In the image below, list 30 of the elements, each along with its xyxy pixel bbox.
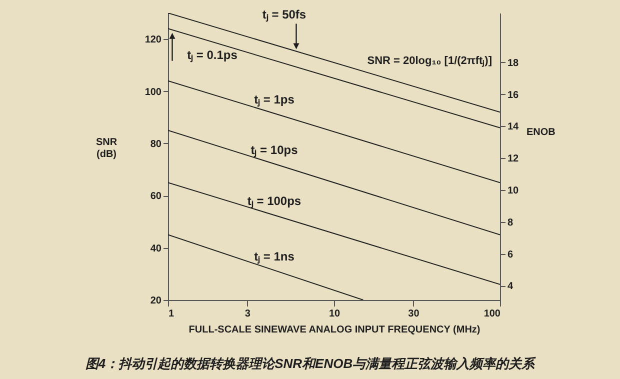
x-axis-title: FULL-SCALE SINEWAVE ANALOG INPUT FREQUENCY (MHz)	[188, 324, 480, 336]
y2-axis-title: ENOB	[526, 127, 556, 138]
y-tick-label: 100	[144, 86, 162, 98]
y-tick-label: 60	[150, 191, 162, 202]
series-label: tⱼ = 100ps	[247, 194, 302, 210]
y-tick-label: 80	[150, 138, 162, 150]
y2-tick-label: 10	[508, 185, 520, 196]
y-tick-label: 120	[144, 34, 162, 46]
x-tick-label: 100	[484, 308, 501, 320]
x-tick-label: 30	[408, 308, 420, 320]
y-tick-label: 40	[150, 243, 162, 254]
y2-tick-label: 14	[508, 122, 520, 133]
text: 图4：抖动引起的数据转换器理论SNR和ENOB与满量程正弦波输入频率的关系	[85, 356, 537, 371]
y2-tick-label: 8	[508, 217, 514, 228]
x-tick-label: 3	[244, 308, 251, 320]
y2-tick-label: 12	[508, 154, 520, 165]
x-tick-label: 10	[328, 308, 340, 320]
y2-tick-label: 18	[508, 58, 520, 69]
series-label: tⱼ = 10ps	[250, 142, 298, 158]
series-label: tⱼ = 1ps	[254, 92, 295, 108]
series-label: tⱼ = 50fs	[262, 8, 306, 23]
y-axis-title: SNR (dB)	[96, 137, 118, 160]
series-label: tⱼ = 1ns	[254, 249, 295, 264]
y2-tick-label: 6	[508, 249, 514, 260]
y-tick-label: 20	[150, 296, 162, 306]
x-tick-label: 1	[168, 308, 174, 320]
y2-tick-label: 4	[508, 281, 514, 292]
legend-label: tⱼ = 0.1ps	[187, 48, 238, 63]
annotation: SNR = 20log₁₀ [1/(2πftⱼ)]	[367, 55, 492, 67]
y2-tick-label: 16	[508, 90, 520, 101]
